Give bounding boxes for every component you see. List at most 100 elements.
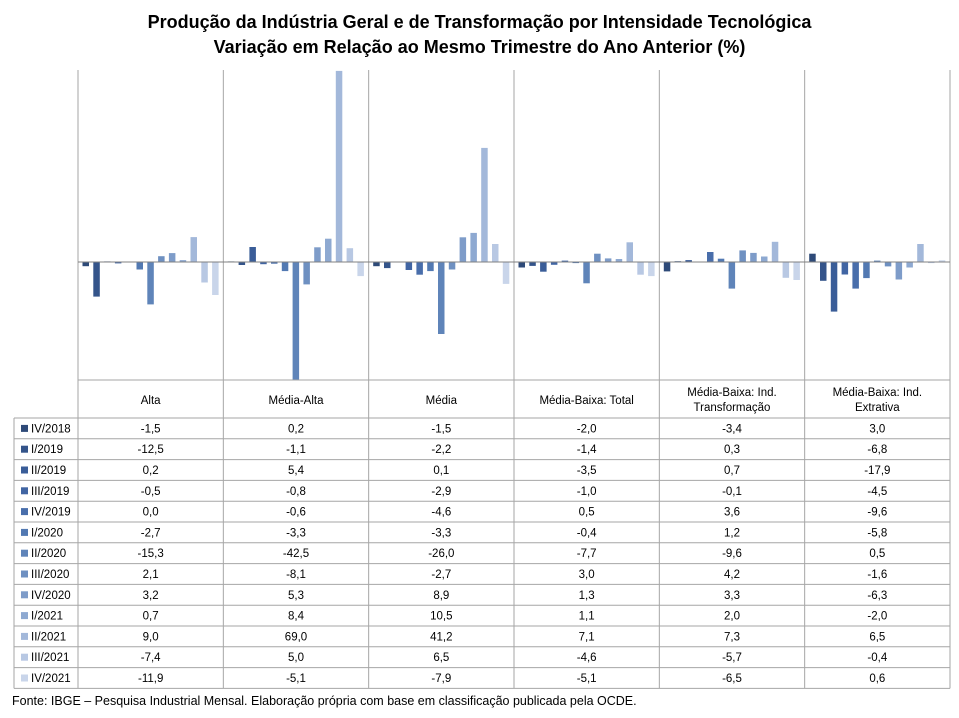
series-label: II/2019 <box>31 465 66 477</box>
series-label: IV/2019 <box>31 507 71 519</box>
data-value: -2,9 <box>431 486 451 498</box>
bar <box>314 247 321 262</box>
series-label: IV/2021 <box>31 673 71 685</box>
bar <box>938 260 946 262</box>
chart-title-line2: Variação em Relação ao Mesmo Trimestre d… <box>213 37 746 57</box>
bar <box>594 253 601 262</box>
data-value: 5,0 <box>288 652 304 664</box>
table-column-header: Média-Baixa: Total <box>539 395 633 407</box>
bar <box>663 262 671 272</box>
legend-swatch <box>21 549 28 557</box>
bar <box>917 244 924 262</box>
table-column-header: Média-Baixa: Ind. Extrativa <box>833 387 923 414</box>
table-column-header: Alta <box>141 395 161 407</box>
bar <box>793 262 800 280</box>
data-value: 2,0 <box>724 611 740 623</box>
series-label: IV/2020 <box>31 590 71 602</box>
bar <box>470 232 477 262</box>
data-value: -7,9 <box>431 673 451 685</box>
legend-swatch <box>21 487 28 495</box>
bar <box>884 262 892 267</box>
bar <box>201 262 208 283</box>
data-value: 4,2 <box>724 569 740 581</box>
bar <box>357 262 364 277</box>
legend-swatch <box>21 508 28 516</box>
bar <box>750 252 757 262</box>
bar <box>492 244 499 262</box>
data-value: -2,0 <box>867 611 887 623</box>
bar <box>459 237 467 262</box>
chart-title-line1: Produção da Indústria Geral e de Transfo… <box>147 12 812 32</box>
data-value: 0,2 <box>143 465 159 477</box>
series-label: I/2019 <box>31 444 63 456</box>
series-label: III/2019 <box>31 486 69 498</box>
data-value: -7,4 <box>141 652 161 664</box>
bar <box>427 262 434 272</box>
bar <box>292 262 300 380</box>
bar <box>260 262 267 265</box>
series-label: III/2020 <box>31 569 69 581</box>
bar <box>648 262 655 277</box>
data-value: -0,6 <box>286 507 306 519</box>
legend-swatch <box>21 674 28 682</box>
table-column-header: Média-Baixa: Ind. Transformação <box>687 387 777 414</box>
bar <box>249 247 256 262</box>
data-value: -5,7 <box>722 652 742 664</box>
data-value: 0,5 <box>869 548 885 560</box>
series-label: III/2021 <box>31 652 69 664</box>
data-value: -1,0 <box>577 486 597 498</box>
legend-swatch <box>21 632 28 640</box>
data-value: 5,4 <box>288 465 305 477</box>
bar <box>384 262 391 269</box>
chart-title: Produção da Indústria Geral e de Transfo… <box>0 10 959 60</box>
data-value: 41,2 <box>430 631 452 643</box>
bar <box>728 262 736 289</box>
bar <box>168 253 176 262</box>
bar <box>502 262 510 284</box>
source-note: Fonte: IBGE – Pesquisa Industrial Mensal… <box>12 694 637 708</box>
bar <box>604 258 612 262</box>
data-value: -0,4 <box>867 652 887 664</box>
bar <box>179 260 187 262</box>
legend-swatch <box>21 528 28 536</box>
data-value: 5,3 <box>288 590 304 602</box>
bar <box>346 248 354 262</box>
data-value: 0,6 <box>869 673 885 685</box>
data-value: -8,1 <box>286 569 306 581</box>
bar <box>190 237 197 262</box>
series-label: IV/2018 <box>31 423 71 435</box>
data-value: 8,4 <box>288 611 305 623</box>
data-value: -3,3 <box>286 527 306 539</box>
bar <box>874 260 881 262</box>
data-value: -11,9 <box>138 673 163 685</box>
data-value: -5,8 <box>867 527 887 539</box>
data-value: -9,6 <box>722 548 742 560</box>
bar <box>550 262 558 265</box>
series-label: I/2021 <box>31 611 63 623</box>
data-value: -1,4 <box>577 444 597 456</box>
bar <box>114 262 122 264</box>
data-value: 3,2 <box>143 590 159 602</box>
bar <box>906 262 913 268</box>
data-value: 1,3 <box>579 590 595 602</box>
bar <box>572 262 579 264</box>
bar <box>615 259 623 262</box>
data-value: 8,9 <box>433 590 449 602</box>
data-value: -1,1 <box>286 444 306 456</box>
data-value: -3,5 <box>577 465 597 477</box>
data-value: -2,7 <box>141 527 161 539</box>
bar <box>540 262 547 272</box>
bar <box>707 252 714 262</box>
series-label: II/2020 <box>31 548 66 560</box>
data-value: 3,3 <box>724 590 740 602</box>
bar <box>583 262 590 284</box>
bar <box>325 238 332 262</box>
data-value: 0,7 <box>143 611 159 623</box>
data-value: -0,8 <box>286 486 306 498</box>
data-value: -26,0 <box>428 548 454 560</box>
bar <box>405 262 413 270</box>
bar <box>448 262 456 270</box>
data-value: 0,1 <box>433 465 449 477</box>
bar <box>820 262 827 281</box>
bar <box>852 262 859 289</box>
